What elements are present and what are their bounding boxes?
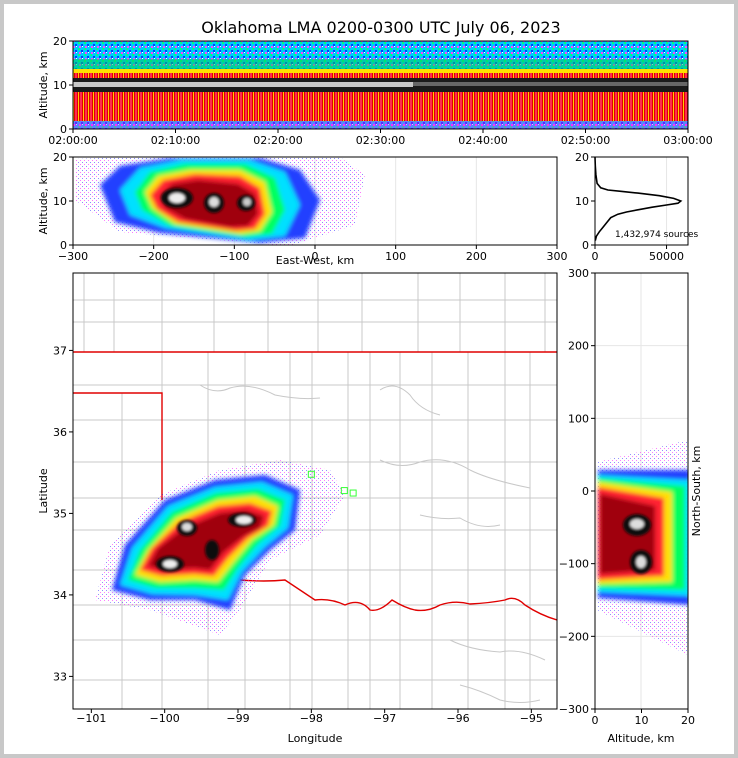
white-core-2 — [182, 523, 192, 531]
white-core-2 — [209, 197, 219, 207]
northsouth-tick-label: −100 — [559, 558, 589, 571]
longitude-tick-label: −96 — [446, 712, 469, 725]
white-core-2 — [636, 556, 646, 568]
y-axis-ticks: 0 10 20 — [53, 35, 73, 136]
y-axis-label: Altitude, km — [37, 167, 50, 234]
longitude-tick-label: −97 — [373, 712, 396, 725]
altitude-tick-label: 0 — [582, 239, 589, 252]
plot-frame — [72, 272, 558, 710]
station-marker — [307, 470, 315, 478]
x-axis-label: Longitude — [288, 732, 343, 745]
time-tick-label: 03:00:00 — [663, 134, 712, 147]
altitude-tick-label: 20 — [53, 35, 67, 48]
eastwest-tick-label: −100 — [219, 250, 249, 263]
figure-canvas: Oklahoma LMA 0200-0300 UTC July 06, 2023… — [4, 4, 734, 754]
white-core-1 — [169, 193, 185, 203]
gray-core — [413, 82, 688, 86]
northsouth-tick-label: −200 — [559, 630, 589, 643]
eastwest-tick-label: 0 — [312, 250, 319, 263]
station-marker — [349, 489, 357, 497]
latitude-tick-label: 37 — [53, 344, 67, 357]
chart-title: Oklahoma LMA 0200-0300 UTC July 06, 2023 — [201, 18, 560, 37]
time-tick-label: 02:30:00 — [356, 134, 405, 147]
northsouth-tick-label: 100 — [568, 412, 589, 425]
altitude-tick-label: 0 — [592, 714, 599, 727]
eastwest-tick-label: 100 — [385, 250, 406, 263]
plan-view-panel: −101 −100 −99 −98 −97 −96 −95 33 34 35 36 37 Longi… — [37, 272, 558, 745]
latitude-tick-label: 34 — [53, 589, 67, 602]
latitude-tick-label: 33 — [53, 670, 67, 683]
longitude-tick-label: −101 — [76, 712, 106, 725]
time-tick-label: 02:40:00 — [458, 134, 507, 147]
northsouth-tick-label: 200 — [568, 340, 589, 353]
count-tick-label: 0 — [592, 250, 599, 263]
upper-band — [73, 59, 688, 71]
source-count-annotation: 1,432,974 sources — [615, 230, 699, 240]
y-axis-label: Latitude — [37, 468, 50, 514]
altitude-tick-label: 10 — [575, 195, 589, 208]
x-axis-ticks: 0 10 20 — [592, 709, 695, 727]
histogram-line — [594, 156, 683, 241]
x-axis-ticks: −300 −200 −100 0 100 200 300 — [58, 245, 568, 263]
latitude-tick-label: 35 — [53, 507, 67, 520]
white-core-3 — [236, 516, 252, 524]
state-border-panhandle — [73, 392, 163, 500]
eastwest-tick-label: −200 — [139, 250, 169, 263]
y-axis-label: Altitude, km — [37, 51, 50, 118]
altitude-time-panel: 02:00:00 02:10:00 02:20:00 02:30:00 02:40:00… — [37, 35, 713, 147]
northsouth-tick-label: −300 — [559, 703, 589, 716]
northsouth-tick-label: 300 — [568, 267, 589, 280]
northsouth-altitude-panel: 0 10 20 −300 −200 −100 0 100 200 300 Altitude, k… — [559, 267, 703, 745]
altitude-tick-label: 20 — [575, 151, 589, 164]
altitude-tick-label: 20 — [681, 714, 695, 727]
yellow-band — [73, 69, 688, 75]
time-tick-label: 02:00:00 — [48, 134, 97, 147]
y-axis-ticks: 0 10 20 — [53, 151, 73, 252]
state-border-red-river — [239, 579, 557, 621]
lower-band — [73, 121, 688, 129]
y-axis-ticks: 33 34 35 36 37 — [53, 344, 73, 683]
altitude-tick-label: 20 — [53, 151, 67, 164]
station-markers — [307, 470, 357, 497]
altitude-eastwest-panel: −300 −200 −100 0 100 200 300 0 10 20 East-West, … — [37, 151, 568, 267]
longitude-tick-label: −99 — [226, 712, 249, 725]
white-core-3 — [243, 198, 251, 206]
x-axis-label: Altitude, km — [607, 732, 674, 745]
eastwest-tick-label: −300 — [58, 250, 88, 263]
northsouth-tick-label: 0 — [582, 485, 589, 498]
x-axis-label: East-West, km — [276, 254, 354, 267]
x-axis-ticks: 02:00:00 02:10:00 02:20:00 02:30:00 02:40:00… — [48, 129, 713, 147]
white-core-1 — [163, 560, 177, 568]
white-core — [73, 82, 413, 87]
white-core-1 — [630, 519, 644, 529]
altitude-tick-label: 10 — [53, 195, 67, 208]
altitude-tick-label: 10 — [635, 714, 649, 727]
y-axis-ticks: 0 10 20 — [575, 151, 595, 252]
y-axis-label: North-South, km — [690, 446, 703, 537]
station-marker — [340, 487, 348, 495]
latitude-tick-label: 36 — [53, 426, 67, 439]
eastwest-tick-label: 300 — [547, 250, 568, 263]
altitude-tick-label: 10 — [53, 79, 67, 92]
longitude-tick-label: −95 — [520, 712, 543, 725]
longitude-tick-label: −98 — [300, 712, 323, 725]
time-tick-label: 02:50:00 — [561, 134, 610, 147]
x-axis-ticks: 0 50000 — [592, 245, 684, 263]
time-tick-label: 02:20:00 — [253, 134, 302, 147]
black-core-3 — [205, 540, 219, 560]
longitude-tick-label: −100 — [150, 712, 180, 725]
x-axis-ticks: −101 −100 −99 −98 −97 −96 −95 — [76, 709, 543, 725]
time-tick-label: 02:10:00 — [151, 134, 200, 147]
altitude-tick-label: 0 — [60, 123, 67, 136]
eastwest-tick-label: 200 — [466, 250, 487, 263]
count-tick-label: 50000 — [649, 250, 684, 263]
altitude-histogram-panel: 0 50000 0 10 20 1,432,974 sources — [575, 151, 699, 263]
y-axis-ticks: −300 −200 −100 0 100 200 300 — [559, 267, 595, 716]
altitude-tick-label: 0 — [60, 239, 67, 252]
